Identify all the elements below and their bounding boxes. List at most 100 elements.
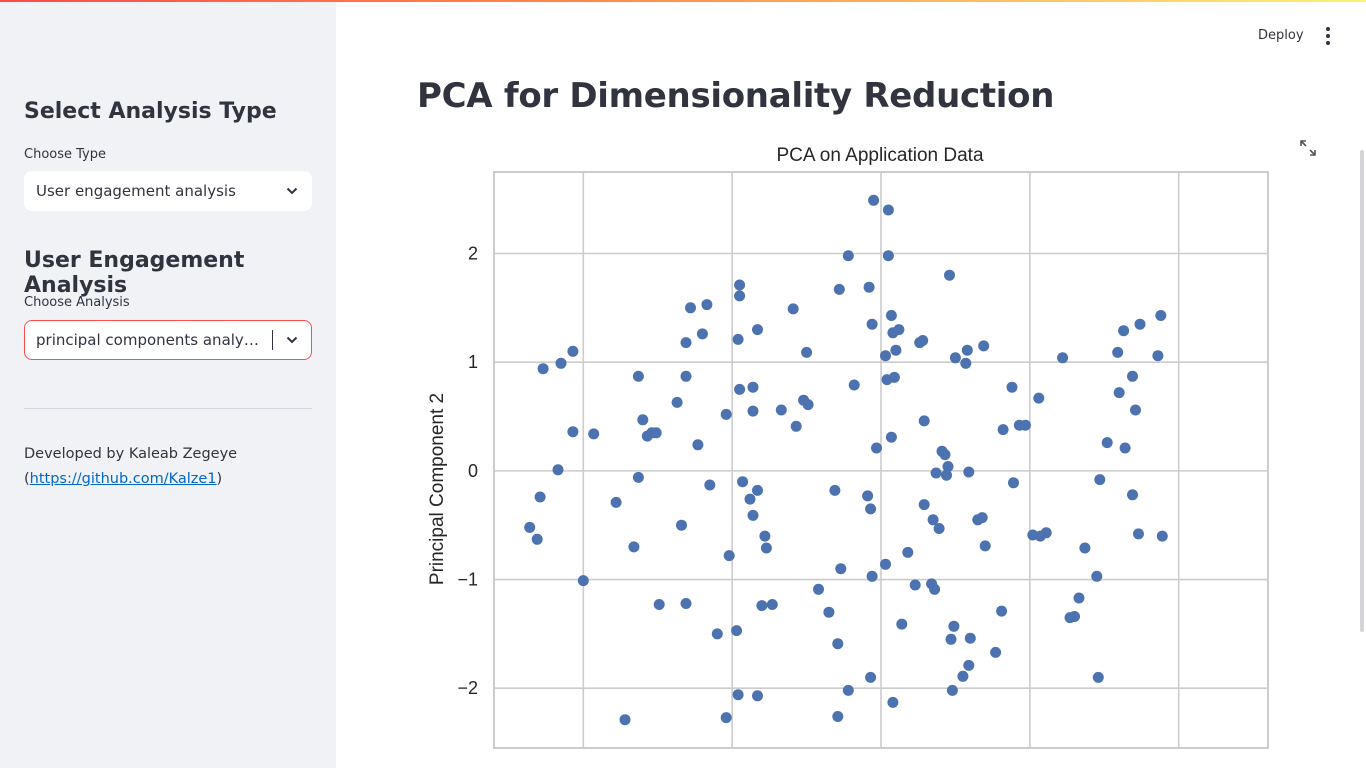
scatter-point — [835, 563, 847, 575]
scatter-point — [996, 605, 1008, 617]
scatter-point — [939, 449, 951, 461]
scatter-point — [747, 405, 759, 417]
scatter-point — [961, 344, 973, 356]
credit-link-line: (https://github.com/Kalze1) — [24, 471, 223, 487]
scatter-point — [868, 194, 880, 206]
choose-analysis-value: principal components analysis (PCA) — [36, 331, 266, 349]
github-link[interactable]: https://github.com/Kalze1 — [29, 471, 217, 487]
y-tick-label: 0 — [468, 461, 478, 481]
scatter-point — [704, 479, 716, 491]
scatter-point — [813, 583, 824, 595]
choose-type-value: User engagement analysis — [36, 182, 236, 200]
scatter-point — [918, 415, 930, 427]
scatter-point — [1040, 527, 1052, 539]
scatter-point — [871, 442, 882, 454]
choose-analysis-select[interactable]: principal components analysis (PCA) — [24, 320, 312, 360]
scatter-point — [848, 379, 860, 391]
scatter-point — [882, 250, 894, 262]
y-tick-label: 1 — [468, 352, 478, 372]
scatter-point — [1091, 570, 1103, 582]
scatter-point — [946, 684, 958, 696]
text-cursor — [272, 330, 273, 350]
scatter-point — [976, 512, 988, 524]
top-decoration-bar — [0, 0, 1366, 2]
scatter-point — [1006, 381, 1018, 393]
plot-frame — [493, 171, 1269, 749]
fullscreen-icon[interactable] — [1298, 138, 1318, 158]
scatter-point — [1079, 542, 1091, 554]
scatter-point — [731, 625, 743, 637]
scatter-point — [720, 408, 732, 420]
scatter-point — [744, 493, 756, 505]
scatter-point — [653, 599, 665, 610]
scatter-point — [963, 466, 975, 478]
scatter-point — [842, 250, 854, 262]
scatter-point — [832, 711, 844, 722]
chevron-down-icon — [285, 333, 299, 347]
deploy-button[interactable]: Deploy — [1258, 28, 1304, 43]
scatter-point — [1057, 352, 1069, 364]
scatter-point — [766, 599, 778, 610]
scatter-point — [880, 350, 891, 362]
scatter-point — [734, 279, 746, 291]
scatter-point — [676, 519, 687, 531]
scatter-point — [909, 579, 921, 591]
choose-type-select[interactable]: User engagement analysis — [24, 171, 312, 211]
scatter-point — [685, 302, 696, 314]
scatter-point — [933, 523, 945, 534]
scatter-point — [552, 464, 564, 476]
scatter-point — [756, 600, 768, 612]
scatter-point — [680, 337, 692, 349]
scatter-point — [948, 620, 960, 632]
scatter-point — [734, 383, 746, 395]
scatter-point — [734, 290, 746, 302]
scatter-point — [534, 491, 546, 503]
scatter-point — [823, 606, 835, 618]
scatter-point — [759, 530, 771, 542]
scatter-point — [963, 659, 975, 671]
scatter-point — [1127, 370, 1138, 382]
sidebar-divider — [24, 408, 312, 409]
scatter-point — [628, 541, 640, 553]
scatter-point — [711, 628, 723, 640]
scatter-point — [1073, 592, 1085, 604]
scatter-point — [1119, 442, 1131, 454]
scatter-point — [888, 371, 900, 383]
main-scrollbar[interactable] — [1360, 150, 1364, 632]
scatter-point — [1152, 350, 1164, 362]
scatter-point — [949, 352, 961, 364]
scatter-point — [866, 318, 878, 330]
scatter-point — [650, 427, 662, 439]
scatter-point — [1130, 404, 1141, 416]
scatter-point — [680, 370, 692, 382]
scatter-point — [896, 618, 908, 630]
scatter-point — [692, 439, 704, 451]
scatter-point — [671, 396, 683, 408]
more-options-icon[interactable] — [1318, 26, 1338, 46]
sidebar: Select Analysis Type Choose Type User en… — [0, 0, 336, 768]
scatter-point — [893, 324, 905, 336]
scatter-point — [942, 461, 954, 472]
scatter-point — [619, 714, 631, 726]
scatter-point — [917, 335, 929, 346]
scatter-point — [945, 633, 957, 645]
scatter-point — [1113, 387, 1125, 399]
scatter-point — [863, 281, 875, 293]
scatter-point — [752, 484, 763, 496]
scatter-point — [833, 283, 845, 295]
scatter-point — [978, 340, 990, 352]
scatter-point — [775, 404, 787, 416]
scatter-point — [632, 471, 644, 483]
scatter-point — [610, 496, 622, 508]
scatter-point — [577, 575, 589, 587]
scatter-point — [1019, 419, 1031, 431]
scatter-point — [752, 324, 763, 336]
y-axis-label: Principal Component 2 — [427, 393, 448, 585]
scatter-point — [890, 344, 902, 356]
scatter-point — [747, 509, 759, 521]
scatter-point — [882, 204, 894, 216]
y-tick-label: −1 — [457, 570, 478, 590]
scatter-point — [918, 499, 930, 511]
scatter-point — [802, 399, 814, 411]
scatter-point — [1094, 474, 1106, 486]
